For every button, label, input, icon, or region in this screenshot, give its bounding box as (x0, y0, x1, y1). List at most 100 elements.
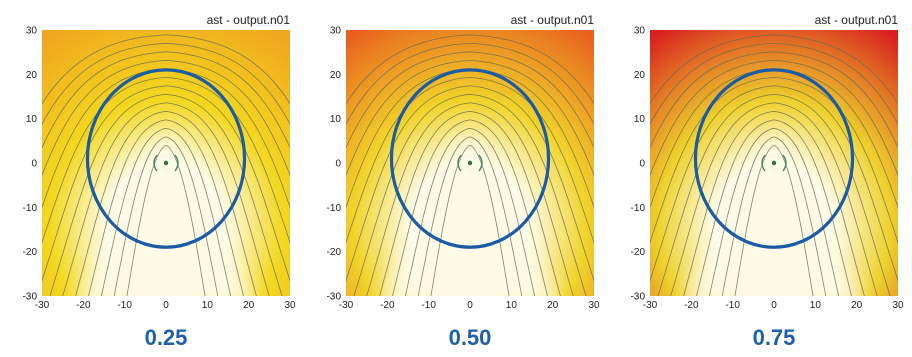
contour-line (650, 42, 898, 126)
contour-line (49, 93, 283, 296)
contour-line (650, 59, 898, 177)
contour-line (650, 85, 898, 283)
y-tick-label: 20 (26, 70, 38, 81)
y-tick-label: -10 (631, 203, 646, 214)
contour-line (721, 136, 827, 296)
marker-arc-right (174, 154, 179, 172)
contour-line (650, 76, 898, 244)
x-tick-label: -10 (725, 300, 740, 311)
y-tick-label: -20 (23, 247, 38, 258)
x-tick-label: -30 (35, 300, 50, 311)
contour-line (734, 144, 814, 296)
y-tick-label: -10 (327, 203, 342, 214)
x-tick-label: 20 (851, 300, 863, 311)
x-tick-label: 30 (892, 300, 904, 311)
x-tick-label: 0 (771, 300, 777, 311)
contour-line (392, 119, 548, 296)
marker-arc-left (153, 154, 158, 172)
x-tick-label: -30 (339, 300, 354, 311)
contour-line (379, 110, 561, 296)
x-tick-label: -20 (76, 300, 91, 311)
contour-line (126, 144, 206, 296)
contour-line (708, 127, 840, 296)
highlight-ellipse (693, 68, 855, 249)
y-tick-label: -30 (327, 292, 342, 303)
contour-line (696, 119, 852, 296)
y-tick-label: -30 (631, 292, 646, 303)
contour-line (650, 34, 898, 105)
panel-title: ast - output.n01 (511, 13, 595, 27)
x-tick-label: -10 (421, 300, 436, 311)
contour-lines (346, 34, 594, 296)
contour-line (346, 34, 594, 105)
x-tick-label: -20 (380, 300, 395, 311)
y-tick-label: 20 (634, 70, 646, 81)
y-tick-label: 10 (634, 114, 646, 125)
x-tick-label: -20 (684, 300, 699, 311)
highlight-ellipse (85, 68, 247, 249)
plume-core (384, 134, 556, 296)
panel-title: ast - output.n01 (207, 13, 291, 27)
contour-line (657, 93, 891, 296)
contour-line (42, 59, 290, 177)
contour-line (346, 76, 594, 244)
contour-line (346, 59, 594, 177)
contour-line (670, 102, 878, 296)
marker-arc-right (782, 154, 787, 172)
panel-caption: 0.50 (448, 325, 492, 350)
contour-line (42, 85, 290, 283)
contour-line (42, 76, 290, 244)
y-tick-label: 20 (330, 70, 342, 81)
contour-line (113, 136, 219, 296)
contour-line (353, 93, 587, 296)
marker-arc-left (761, 154, 766, 172)
x-tick-label: 10 (810, 300, 822, 311)
plume-core (688, 134, 860, 296)
contour-line (88, 119, 244, 296)
marker-arc-right (478, 154, 483, 172)
contour-line (417, 136, 523, 296)
contour-line (404, 127, 536, 296)
x-tick-label: 0 (467, 300, 473, 311)
source-marker (457, 154, 483, 172)
contour-line (346, 42, 594, 126)
heatmap-field (346, 30, 594, 296)
y-tick-label: 0 (31, 159, 37, 170)
source-marker (153, 154, 179, 172)
y-tick-label: 0 (335, 159, 341, 170)
y-tick-label: -20 (631, 247, 646, 258)
contour-line (100, 127, 232, 296)
source-point (467, 160, 473, 166)
chart-panel-2: ast - output.n01 30 20 10 0 -10 -20 -30-30 -20 -1… (327, 13, 600, 311)
contour-lines (650, 34, 898, 296)
contour-line (366, 102, 574, 296)
x-tick-label: 20 (547, 300, 559, 311)
x-tick-label: 30 (284, 300, 296, 311)
contour-line (683, 110, 865, 296)
y-tick-label: -30 (23, 292, 38, 303)
panel-title: ast - output.n01 (815, 13, 899, 27)
source-point (771, 160, 777, 166)
source-point (163, 160, 169, 166)
contour-line (75, 110, 257, 296)
plume-core (80, 134, 252, 296)
x-tick-label: -10 (117, 300, 132, 311)
x-tick-label: 0 (163, 300, 169, 311)
y-tick-label: 0 (639, 159, 645, 170)
heatmap-field (42, 30, 290, 296)
contour-line (650, 51, 898, 149)
contour-line (42, 51, 290, 149)
y-tick-label: 30 (26, 26, 38, 37)
contour-line (42, 34, 290, 105)
x-tick-label: -30 (643, 300, 658, 311)
x-tick-label: 30 (588, 300, 600, 311)
y-tick-label: 30 (330, 26, 342, 37)
y-tick-label: -20 (327, 247, 342, 258)
panel-caption: 0.75 (752, 325, 796, 350)
marker-arc-left (457, 154, 462, 172)
x-tick-label: 10 (506, 300, 518, 311)
panel-caption: 0.25 (144, 325, 188, 350)
y-tick-label: 10 (26, 114, 38, 125)
contour-line (42, 42, 290, 126)
